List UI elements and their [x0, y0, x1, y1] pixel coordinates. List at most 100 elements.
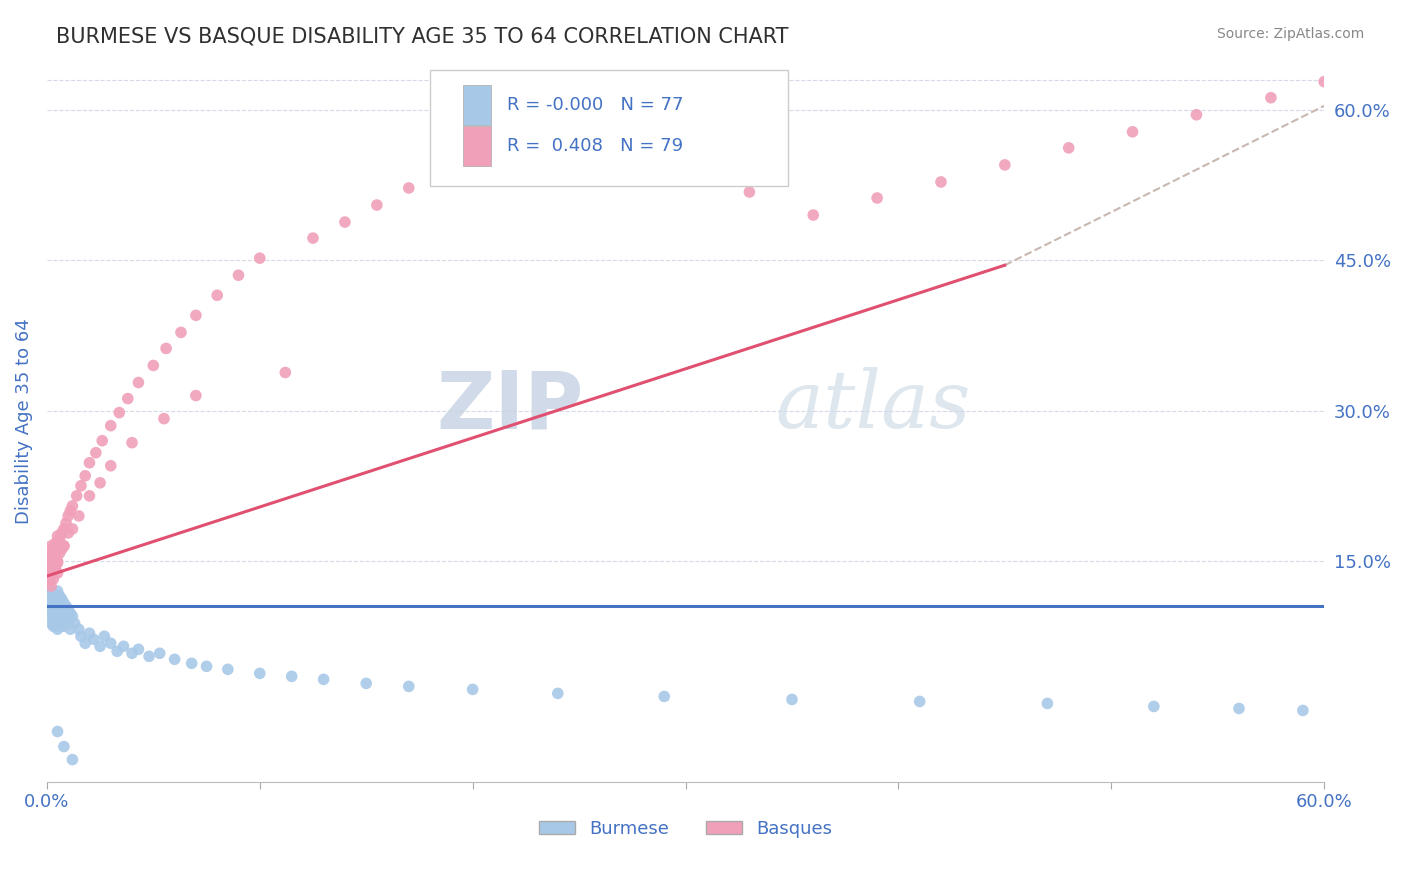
Point: [59, 504, 82, 518]
Point: [685, 75, 707, 89]
Point: [46, 609, 69, 624]
Point: [39, 569, 62, 583]
Point: [121, 646, 143, 660]
Point: [1260, 91, 1282, 105]
Point: [59, 606, 82, 620]
Point: [354, 676, 377, 690]
Legend: Burmese, Basques: Burmese, Basques: [531, 813, 839, 845]
Point: [302, 231, 325, 245]
Point: [42, 541, 65, 556]
Point: [51, 602, 73, 616]
Point: [63, 616, 86, 631]
Point: [38, 592, 60, 607]
Point: [39, 616, 62, 631]
Point: [70, 479, 93, 493]
Text: Source: ZipAtlas.com: Source: ZipAtlas.com: [1216, 27, 1364, 41]
Point: [578, 111, 600, 125]
Text: atlas: atlas: [775, 368, 970, 445]
Point: [46, 724, 69, 739]
Point: [67, 508, 90, 523]
Point: [46, 541, 69, 556]
Point: [62, 753, 84, 767]
Point: [929, 175, 952, 189]
Point: [39, 609, 62, 624]
Point: [631, 91, 654, 105]
Point: [1036, 697, 1059, 711]
Point: [155, 342, 177, 356]
Point: [195, 659, 218, 673]
Y-axis label: Disability Age 35 to 64: Disability Age 35 to 64: [15, 318, 32, 524]
Text: R =  0.408   N = 79: R = 0.408 N = 79: [506, 137, 683, 155]
Point: [52, 596, 75, 610]
Point: [398, 679, 420, 693]
Point: [142, 359, 165, 373]
Point: [52, 522, 75, 536]
Point: [312, 673, 335, 687]
Point: [42, 619, 65, 633]
Point: [56, 508, 79, 523]
Point: [100, 418, 122, 433]
Text: R = -0.000   N = 77: R = -0.000 N = 77: [506, 96, 683, 114]
Point: [67, 622, 90, 636]
Point: [39, 559, 62, 574]
Point: [52, 539, 75, 553]
Point: [38, 599, 60, 614]
Point: [52, 739, 75, 754]
Point: [38, 579, 60, 593]
Point: [39, 604, 62, 618]
Point: [48, 596, 70, 610]
Point: [274, 366, 297, 380]
Point: [46, 554, 69, 568]
Point: [46, 556, 69, 570]
Point: [48, 619, 70, 633]
Point: [79, 489, 101, 503]
Point: [52, 606, 75, 620]
Point: [908, 694, 931, 708]
Point: [127, 642, 149, 657]
Point: [249, 251, 271, 265]
Point: [44, 536, 66, 550]
Point: [38, 564, 60, 578]
Point: [48, 532, 70, 546]
Point: [866, 191, 889, 205]
Point: [44, 549, 66, 563]
Point: [79, 626, 101, 640]
Point: [59, 622, 82, 636]
Point: [1057, 141, 1080, 155]
Point: [1122, 125, 1144, 139]
Point: [46, 592, 69, 607]
Point: [100, 458, 122, 473]
Text: ZIP: ZIP: [436, 368, 583, 445]
Point: [46, 584, 69, 599]
Point: [205, 288, 228, 302]
Point: [228, 268, 250, 283]
Point: [333, 215, 356, 229]
Point: [1313, 75, 1336, 89]
Point: [70, 629, 93, 643]
FancyBboxPatch shape: [463, 127, 491, 166]
Point: [75, 636, 97, 650]
Point: [121, 435, 143, 450]
Point: [52, 539, 75, 553]
Point: [56, 602, 79, 616]
Point: [38, 586, 60, 600]
Point: [44, 596, 66, 610]
Point: [38, 574, 60, 588]
Point: [84, 446, 107, 460]
Point: [738, 185, 761, 199]
Point: [780, 692, 803, 706]
Point: [46, 529, 69, 543]
Point: [42, 609, 65, 624]
Point: [127, 376, 149, 390]
Point: [153, 411, 176, 425]
Point: [138, 649, 160, 664]
Point: [62, 609, 84, 624]
Point: [75, 468, 97, 483]
Point: [1143, 699, 1166, 714]
Point: [55, 516, 77, 530]
Point: [461, 682, 484, 697]
Point: [398, 181, 420, 195]
Point: [184, 309, 207, 323]
Point: [62, 499, 84, 513]
Point: [112, 640, 135, 654]
